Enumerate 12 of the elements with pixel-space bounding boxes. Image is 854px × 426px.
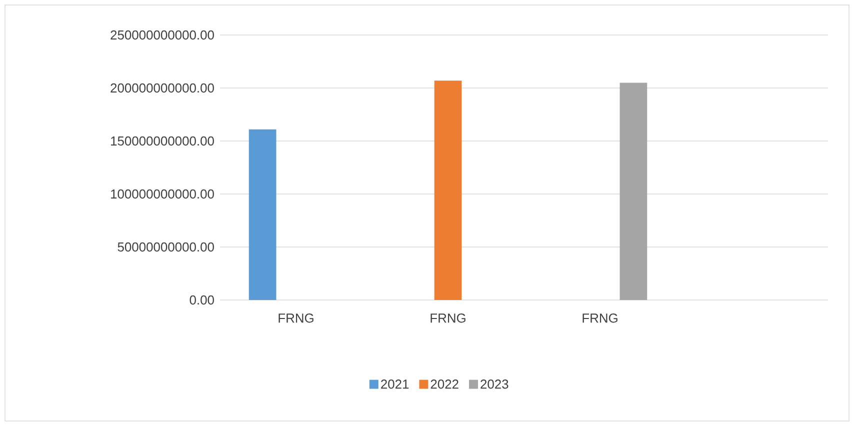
x-tick-label: FRNG: [278, 314, 314, 323]
y-tick-label: 250000000000.00: [110, 30, 214, 40]
legend-label: 2021: [381, 380, 409, 389]
x-tick-label: FRNG: [582, 314, 618, 323]
y-tick-label: 200000000000.00: [110, 83, 214, 93]
legend-label: 2023: [480, 380, 508, 389]
x-tick-label: FRNG: [430, 314, 466, 323]
legend-label: 2022: [430, 380, 458, 389]
y-tick-label: 150000000000.00: [111, 136, 214, 146]
y-tick-label: 0.00: [190, 295, 214, 305]
y-tick-label: 100000000000.00: [111, 189, 214, 199]
y-tick-label: 50000000000.00: [118, 242, 214, 252]
